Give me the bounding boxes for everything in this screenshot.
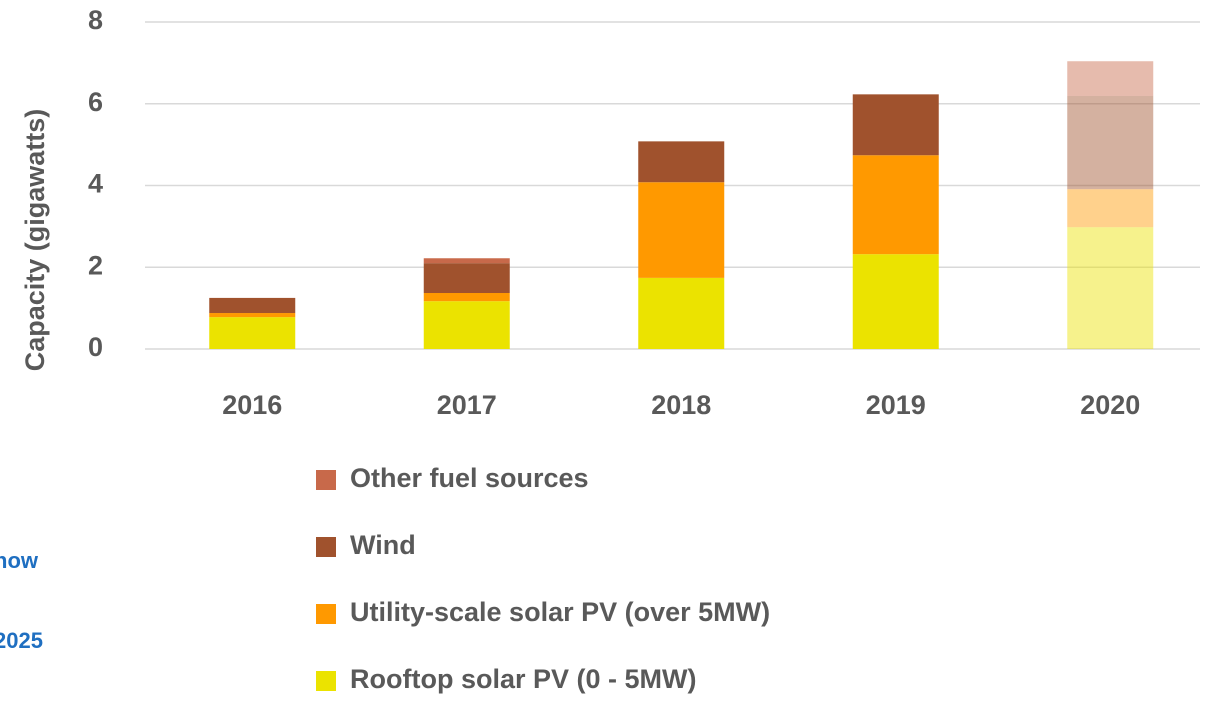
- y-tick-label: 4: [88, 169, 103, 199]
- annotation: 2025: [0, 628, 43, 653]
- x-tick-label: 2017: [437, 390, 497, 420]
- bar-segment: [1067, 227, 1154, 349]
- bar-segment: [852, 155, 939, 255]
- bar-segment: [638, 277, 725, 349]
- legend-label: Utility-scale solar PV (over 5MW): [350, 597, 770, 627]
- y-tick-label: 2: [88, 250, 103, 280]
- bar-segment: [638, 141, 725, 183]
- legend-label: Other fuel sources: [350, 463, 589, 493]
- x-tick-label: 2018: [651, 390, 711, 420]
- bar-segment: [423, 263, 510, 294]
- legend-swatch: [316, 537, 336, 557]
- bar-segment: [1067, 61, 1154, 96]
- bar-segment: [1067, 189, 1154, 228]
- legend-label: Wind: [350, 530, 416, 560]
- bar-segment: [209, 297, 296, 314]
- bar-segment: [209, 317, 296, 349]
- bar-segment: [852, 94, 939, 156]
- bar-segment: [423, 258, 510, 264]
- x-tick-label: 2019: [866, 390, 926, 420]
- bar-segment: [1067, 95, 1154, 190]
- legend-swatch: [316, 671, 336, 691]
- bar-segment: [423, 301, 510, 349]
- bar-segment: [852, 254, 939, 349]
- y-axis-label: Capacity (gigawatts): [20, 109, 50, 372]
- legend-swatch: [316, 604, 336, 624]
- bar-segment: [423, 293, 510, 302]
- legend-swatch: [316, 470, 336, 490]
- bar-segment: [638, 182, 725, 278]
- legend-label: Rooftop solar PV (0 - 5MW): [350, 664, 697, 694]
- y-tick-label: 8: [88, 5, 103, 35]
- annotation: now: [0, 548, 39, 573]
- y-tick-label: 6: [88, 87, 103, 117]
- x-tick-label: 2016: [222, 390, 282, 420]
- bar-segment: [209, 313, 296, 318]
- y-tick-label: 0: [88, 332, 103, 362]
- x-tick-label: 2020: [1080, 390, 1140, 420]
